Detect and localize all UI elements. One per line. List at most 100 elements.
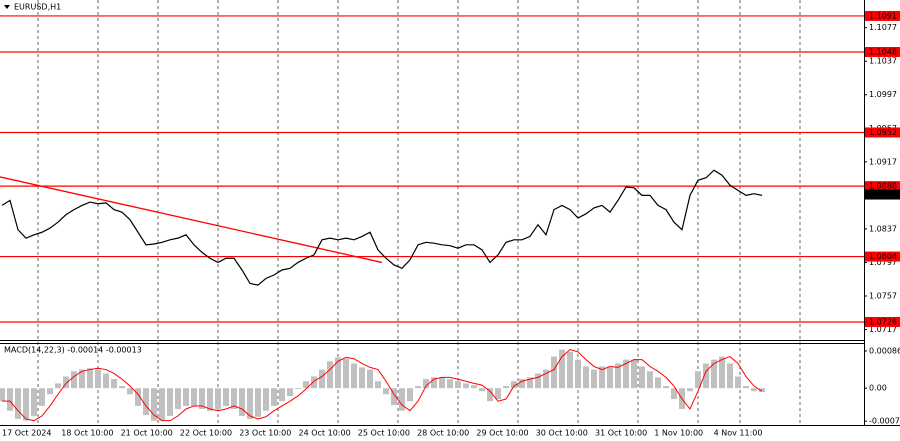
level-box xyxy=(865,10,900,21)
macd-bar xyxy=(727,363,733,389)
x-tick-label: 23 Oct 10:00 xyxy=(239,429,291,438)
macd-bar xyxy=(383,388,389,395)
trendline xyxy=(0,176,383,264)
macd-bar xyxy=(487,388,493,402)
macd-bar xyxy=(271,388,277,406)
macd-bar xyxy=(471,385,477,389)
y-tick-label: 0.00086 xyxy=(869,346,900,355)
macd-bar xyxy=(543,369,549,389)
macd-bar xyxy=(191,388,197,406)
x-tick-label: 22 Oct 10:00 xyxy=(180,429,232,438)
macd-bar xyxy=(55,383,61,389)
indicator-title: MACD(14,22,3) -0.00014 -0.00013 xyxy=(4,346,142,355)
level-label: 1.0952 xyxy=(869,128,897,137)
macd-bar xyxy=(567,351,573,389)
y-tick-label: 1.0717 xyxy=(869,325,897,334)
macd-bar xyxy=(503,386,509,389)
x-tick-label: 31 Oct 10:00 xyxy=(595,429,647,438)
macd-bar xyxy=(519,379,525,389)
macd-bar xyxy=(695,371,701,389)
macd-bar xyxy=(351,363,357,389)
macd-bar xyxy=(103,373,109,389)
macd-bar xyxy=(735,376,741,389)
x-tick-label: 25 Oct 10:00 xyxy=(358,429,410,438)
chart-title: EURUSD,H1 xyxy=(14,3,61,12)
macd-bar xyxy=(511,381,517,389)
macd-bar xyxy=(279,388,285,402)
signal-line xyxy=(2,349,763,422)
macd-bar xyxy=(751,388,757,392)
macd-bar xyxy=(135,388,141,406)
y-tick-label: 1.0917 xyxy=(869,157,897,166)
y-tick-label: 0.00 xyxy=(869,384,887,393)
y-tick-label: 1.0797 xyxy=(869,258,897,267)
menu-arrow xyxy=(4,5,10,9)
macd-bar xyxy=(167,388,173,416)
macd-bar xyxy=(431,377,437,389)
macd-bar xyxy=(391,388,397,406)
frame xyxy=(0,0,900,426)
macd-bar xyxy=(39,388,45,406)
x-tick-label: 24 Oct 10:00 xyxy=(299,429,351,438)
macd-bar xyxy=(47,388,53,395)
macd-bar xyxy=(151,388,157,421)
macd-bar xyxy=(407,388,413,402)
macd-bar xyxy=(223,388,229,406)
macd-bar xyxy=(159,388,165,421)
x-tick-label: 4 Nov 11:00 xyxy=(714,429,763,438)
macd-bar xyxy=(199,388,205,409)
macd-bar xyxy=(207,388,213,411)
macd-bar xyxy=(319,369,325,389)
macd-bar xyxy=(575,359,581,389)
grid xyxy=(37,0,801,425)
price-box xyxy=(865,189,900,200)
y-tick-label: 1.0997 xyxy=(869,90,897,99)
macd-bar xyxy=(15,388,21,419)
y-tick-label: 1.1037 xyxy=(869,57,897,66)
macd-bar xyxy=(287,388,293,396)
x-tick-label: 18 Oct 10:00 xyxy=(61,429,113,438)
x-tick-label: 17 Oct 2024 xyxy=(2,429,51,438)
level-label: 1.0804 xyxy=(869,252,897,261)
macd-bar xyxy=(31,388,37,416)
macd-bar xyxy=(79,369,85,389)
x-tick-label: 21 Oct 10:00 xyxy=(121,429,173,438)
level-box xyxy=(865,251,900,262)
macd-bar xyxy=(583,366,589,389)
macd-bar xyxy=(119,386,125,389)
macd-bar xyxy=(615,363,621,389)
macd-bar xyxy=(607,367,613,389)
macd-bar xyxy=(263,388,269,411)
macd-bar xyxy=(63,376,69,389)
level-label: 1.0888 xyxy=(869,182,897,191)
macd-bar xyxy=(255,388,261,417)
macd-bar xyxy=(335,357,341,389)
macd-bar xyxy=(311,376,317,389)
macd-bar xyxy=(535,373,541,389)
macd-bar xyxy=(359,367,365,389)
macd-bar xyxy=(623,359,629,389)
macd-bar xyxy=(639,366,645,389)
macd-bar xyxy=(455,381,461,389)
macd-bar xyxy=(463,383,469,389)
macd-bar xyxy=(183,388,189,406)
macd-bar xyxy=(399,388,405,411)
macd-bar xyxy=(239,388,245,416)
macd-bar xyxy=(415,386,421,389)
y-tick-label: 1.0757 xyxy=(869,291,897,300)
level-box xyxy=(865,127,900,138)
macd-bar xyxy=(295,388,301,390)
macd-bar xyxy=(215,388,221,409)
macd-bar xyxy=(719,356,725,389)
macd-bar xyxy=(367,369,373,389)
macd-bar xyxy=(87,368,93,389)
level-label: 1.0726 xyxy=(869,317,897,326)
macd-bar xyxy=(495,388,501,400)
macd-bar xyxy=(247,388,253,419)
x-tick-label: 29 Oct 10:00 xyxy=(476,429,528,438)
macd-bar xyxy=(423,379,429,389)
macd-bar xyxy=(479,388,485,392)
macd-bar xyxy=(759,388,765,393)
macd-bar xyxy=(375,381,381,389)
y-tick-label: -0.00076 xyxy=(869,417,900,426)
